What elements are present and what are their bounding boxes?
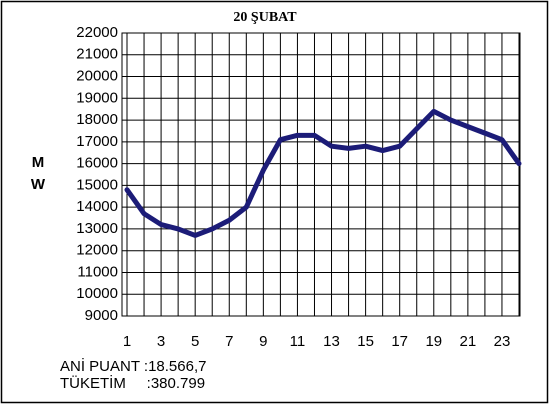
annotation: TÜKETİM :380.799 (60, 374, 205, 392)
x-tick-label: 23 (494, 333, 511, 350)
x-tick-label: 1 (123, 333, 131, 350)
chart-title: 20 ŞUBAT (233, 10, 297, 25)
line-series (124, 108, 522, 238)
y-tick-label: 15000 (76, 176, 118, 193)
y-tick-label: 20000 (76, 68, 118, 85)
x-tick-label: 3 (157, 333, 165, 350)
y-tick-label: 16000 (76, 155, 118, 172)
x-tick-label: 13 (323, 333, 340, 350)
y-tick-label: 11000 (77, 263, 118, 280)
y-tick-label: 21000 (76, 46, 118, 63)
y-tick-label: 12000 (76, 242, 118, 259)
x-tick-label: 5 (191, 333, 199, 350)
y-tick-label: 14000 (76, 198, 118, 215)
x-tick-label: 15 (357, 333, 374, 350)
y-tick-label: 9000 (85, 307, 118, 324)
x-tick-label: 9 (259, 333, 267, 350)
x-tick-label: 21 (460, 333, 477, 350)
x-tick-label: 19 (425, 333, 442, 350)
x-tick-label: 7 (225, 333, 233, 350)
annotation: ANİ PUANT :18.566,7 (60, 357, 206, 375)
y-tick-label: 17000 (76, 133, 118, 150)
y-tick-label: 22000 (76, 24, 118, 41)
x-tick-label: 11 (290, 333, 306, 350)
y-tick-label: 13000 (76, 220, 118, 237)
y-tick-label: 19000 (76, 89, 118, 106)
y-tick-label: 10000 (76, 285, 118, 302)
plot-area (121, 32, 521, 317)
x-tick-label: 17 (391, 333, 408, 350)
y-tick-label: 18000 (76, 111, 118, 128)
